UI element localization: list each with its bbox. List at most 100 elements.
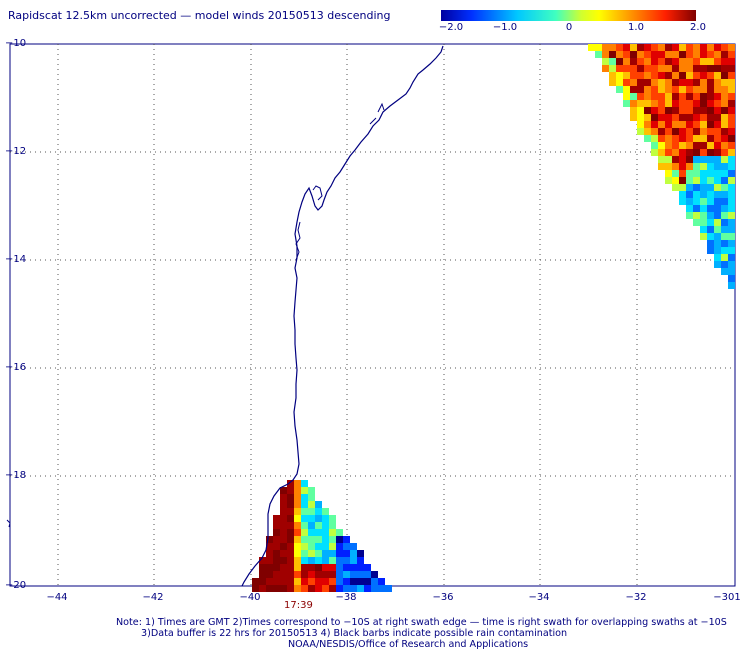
wind-pixel bbox=[371, 571, 378, 578]
wind-pixel bbox=[721, 261, 728, 268]
wind-pixel bbox=[315, 564, 322, 571]
colorbar-tick: −1.0 bbox=[492, 22, 518, 33]
wind-pixel bbox=[308, 536, 315, 543]
wind-pixel bbox=[322, 585, 329, 592]
wind-pixel bbox=[728, 72, 735, 79]
wind-pixel bbox=[623, 72, 630, 79]
wind-pixel bbox=[280, 508, 287, 515]
wind-pixel bbox=[686, 107, 693, 114]
wind-pixel bbox=[672, 44, 679, 51]
wind-pixel bbox=[637, 107, 644, 114]
wind-pixel bbox=[329, 543, 336, 550]
lat-label: −16 bbox=[5, 362, 27, 373]
wind-pixel bbox=[693, 142, 700, 149]
wind-pixel bbox=[714, 114, 721, 121]
wind-pixel bbox=[280, 522, 287, 529]
wind-pixel bbox=[644, 44, 651, 51]
wind-pixel bbox=[308, 501, 315, 508]
wind-pixel bbox=[616, 79, 623, 86]
wind-pixel bbox=[728, 247, 735, 254]
wind-pixel bbox=[273, 543, 280, 550]
wind-pixel bbox=[329, 536, 336, 543]
wind-pixel bbox=[644, 114, 651, 121]
wind-pixel bbox=[322, 557, 329, 564]
wind-pixel bbox=[700, 72, 707, 79]
wind-pixel bbox=[280, 487, 287, 494]
wind-pixel bbox=[728, 100, 735, 107]
wind-pixel bbox=[686, 86, 693, 93]
wind-pixel bbox=[714, 121, 721, 128]
wind-pixel bbox=[665, 44, 672, 51]
wind-pixel bbox=[686, 44, 693, 51]
wind-pixel bbox=[679, 170, 686, 177]
wind-pixel bbox=[679, 51, 686, 58]
wind-pixel bbox=[714, 107, 721, 114]
wind-pixel bbox=[651, 114, 658, 121]
lat-label: −14 bbox=[5, 254, 27, 265]
wind-pixel bbox=[707, 121, 714, 128]
wind-pixel bbox=[721, 205, 728, 212]
wind-pixel bbox=[630, 79, 637, 86]
wind-pixel bbox=[665, 100, 672, 107]
wind-pixel bbox=[301, 480, 308, 487]
wind-pixel bbox=[658, 51, 665, 58]
wind-pixel bbox=[343, 557, 350, 564]
wind-pixel bbox=[700, 65, 707, 72]
wind-pixel bbox=[259, 578, 266, 585]
wind-pixel bbox=[259, 585, 266, 592]
wind-pixel bbox=[672, 163, 679, 170]
wind-pixel bbox=[329, 585, 336, 592]
wind-pixel bbox=[287, 571, 294, 578]
wind-pixel bbox=[700, 107, 707, 114]
wind-pixel bbox=[350, 543, 357, 550]
wind-pixel bbox=[700, 170, 707, 177]
wind-pixel bbox=[315, 585, 322, 592]
wind-pixel bbox=[294, 515, 301, 522]
wind-pixel bbox=[721, 86, 728, 93]
wind-pixel bbox=[707, 240, 714, 247]
wind-pixel bbox=[343, 536, 350, 543]
wind-pixel bbox=[714, 184, 721, 191]
lat-label: −12 bbox=[5, 146, 27, 157]
colorbar-tick: −2.0 bbox=[438, 22, 464, 33]
wind-pixel bbox=[287, 585, 294, 592]
wind-pixel bbox=[623, 44, 630, 51]
wind-pixel bbox=[336, 529, 343, 536]
wind-pixel bbox=[623, 65, 630, 72]
wind-pixel bbox=[679, 149, 686, 156]
wind-pixel bbox=[707, 51, 714, 58]
wind-pixel bbox=[679, 79, 686, 86]
wind-pixel bbox=[350, 564, 357, 571]
wind-pixel bbox=[721, 254, 728, 261]
wind-pixel bbox=[700, 156, 707, 163]
wind-pixel bbox=[728, 233, 735, 240]
wind-pixel bbox=[700, 191, 707, 198]
wind-pixel bbox=[651, 58, 658, 65]
wind-pixel bbox=[630, 100, 637, 107]
wind-pixel bbox=[658, 72, 665, 79]
wind-pixel bbox=[721, 268, 728, 275]
wind-pixel bbox=[693, 44, 700, 51]
wind-pixel bbox=[259, 571, 266, 578]
lon-label: −38 bbox=[335, 592, 357, 603]
wind-pixel bbox=[693, 170, 700, 177]
wind-pixel bbox=[651, 107, 658, 114]
wind-pixel bbox=[665, 107, 672, 114]
wind-pixel bbox=[714, 261, 721, 268]
wind-pixel bbox=[658, 65, 665, 72]
wind-pixel bbox=[322, 578, 329, 585]
wind-pixel bbox=[315, 557, 322, 564]
wind-pixel bbox=[644, 100, 651, 107]
wind-pixel bbox=[672, 107, 679, 114]
wind-pixel bbox=[658, 149, 665, 156]
wind-pixel bbox=[322, 522, 329, 529]
wind-pixel bbox=[658, 44, 665, 51]
wind-pixel bbox=[651, 93, 658, 100]
wind-pixel bbox=[714, 149, 721, 156]
wind-pixel bbox=[273, 564, 280, 571]
wind-pixel bbox=[637, 58, 644, 65]
wind-pixel bbox=[623, 51, 630, 58]
wind-pixel bbox=[672, 51, 679, 58]
wind-pixel bbox=[721, 93, 728, 100]
wind-pixel bbox=[728, 114, 735, 121]
